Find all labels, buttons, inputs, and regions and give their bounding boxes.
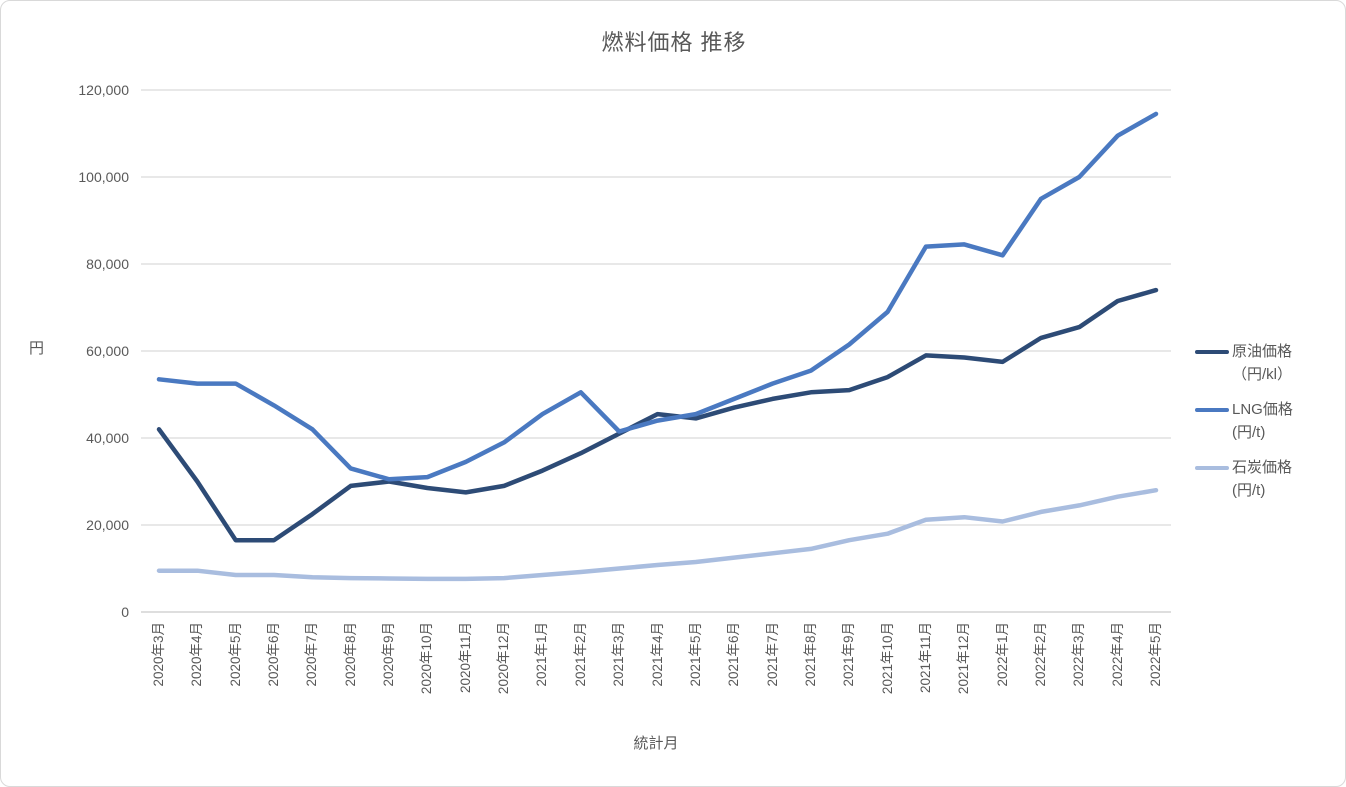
x-axis-tick-label: 2020年9月 [381,622,397,687]
x-axis-tick-label: 2022年2月 [1032,622,1048,687]
x-axis-tick-label: 2022年4月 [1109,622,1125,687]
y-axis-tick-label: 80,000 [86,256,129,272]
chart-title: 燃料価格 推移 [601,30,747,55]
x-axis-tick-label: 2021年8月 [802,622,818,687]
x-axis-tick-label: 2022年1月 [994,622,1010,687]
series-line-lng[interactable] [156,111,1159,482]
chart-legend: 原油価格 （円/kl） LNG価格 (円/t) 石炭価格 (円/t) [1195,340,1345,514]
legend-label: 原油価格 （円/kl） [1232,343,1293,383]
x-axis-tick-label: 2021年5月 [687,622,703,687]
x-axis-tick-label: 2020年8月 [342,622,358,687]
x-axis-tick-label: 2020年12月 [496,622,512,695]
x-axis-tick-label: 2020年10月 [419,622,435,695]
x-axis-tick-label: 2021年10月 [879,622,895,695]
y-axis-tick-label: 40,000 [86,430,129,446]
x-axis-tick-label: 2020年4月 [189,622,205,687]
x-axis-tick-label: 2021年4月 [649,622,665,687]
x-axis-tick-label: 2020年6月 [266,622,282,687]
y-axis-title: 円 [29,340,45,357]
legend-item-lng[interactable]: LNG価格 (円/t) [1195,398,1345,444]
x-axis-tick-label: 2021年9月 [841,622,857,687]
x-axis-tick-label: 2020年3月 [151,622,166,687]
gridlines [141,89,1171,613]
y-axis-tick-label: 60,000 [86,343,129,359]
x-axis-title: 統計月 [633,735,679,752]
y-axis-tick-label: 0 [121,604,129,620]
x-axis-tick-label: 2021年6月 [726,622,742,687]
x-axis-tick-label: 2020年11月 [457,622,473,694]
legend-item-coal[interactable]: 石炭価格 (円/t) [1195,456,1345,502]
x-axis-tick-label: 2021年1月 [534,622,550,687]
legend-line-swatch-lng [1195,408,1229,412]
x-axis-tick-label: 2021年12月 [956,622,972,695]
y-axis-tick-label: 100,000 [78,169,129,185]
y-axis-tick-label: 20,000 [86,517,129,533]
x-axis-tick-label: 2021年2月 [572,622,588,687]
x-axis-tick-label: 2021年7月 [764,622,780,687]
legend-label: LNG価格 (円/t) [1232,401,1293,441]
x-axis-tick-label: 2021年3月 [611,622,627,687]
legend-line-swatch-crude-oil [1195,350,1229,354]
x-axis-tick-label: 2020年5月 [227,622,243,687]
series-line-crude-oil[interactable] [156,287,1159,543]
x-axis-tick-label: 2022年3月 [1071,622,1087,687]
y-axis-tick-label: 120,000 [78,82,129,98]
series-line-coal[interactable] [156,487,1159,582]
x-axis-tick-label: 2021年11月 [917,622,933,694]
x-axis-tick-label: 2020年7月 [304,622,320,687]
legend-item-crude-oil[interactable]: 原油価格 （円/kl） [1195,340,1345,386]
x-axis-tick-label: 2022年5月 [1148,622,1163,687]
legend-label: 石炭価格 (円/t) [1232,459,1293,499]
legend-line-swatch-coal [1195,466,1229,470]
